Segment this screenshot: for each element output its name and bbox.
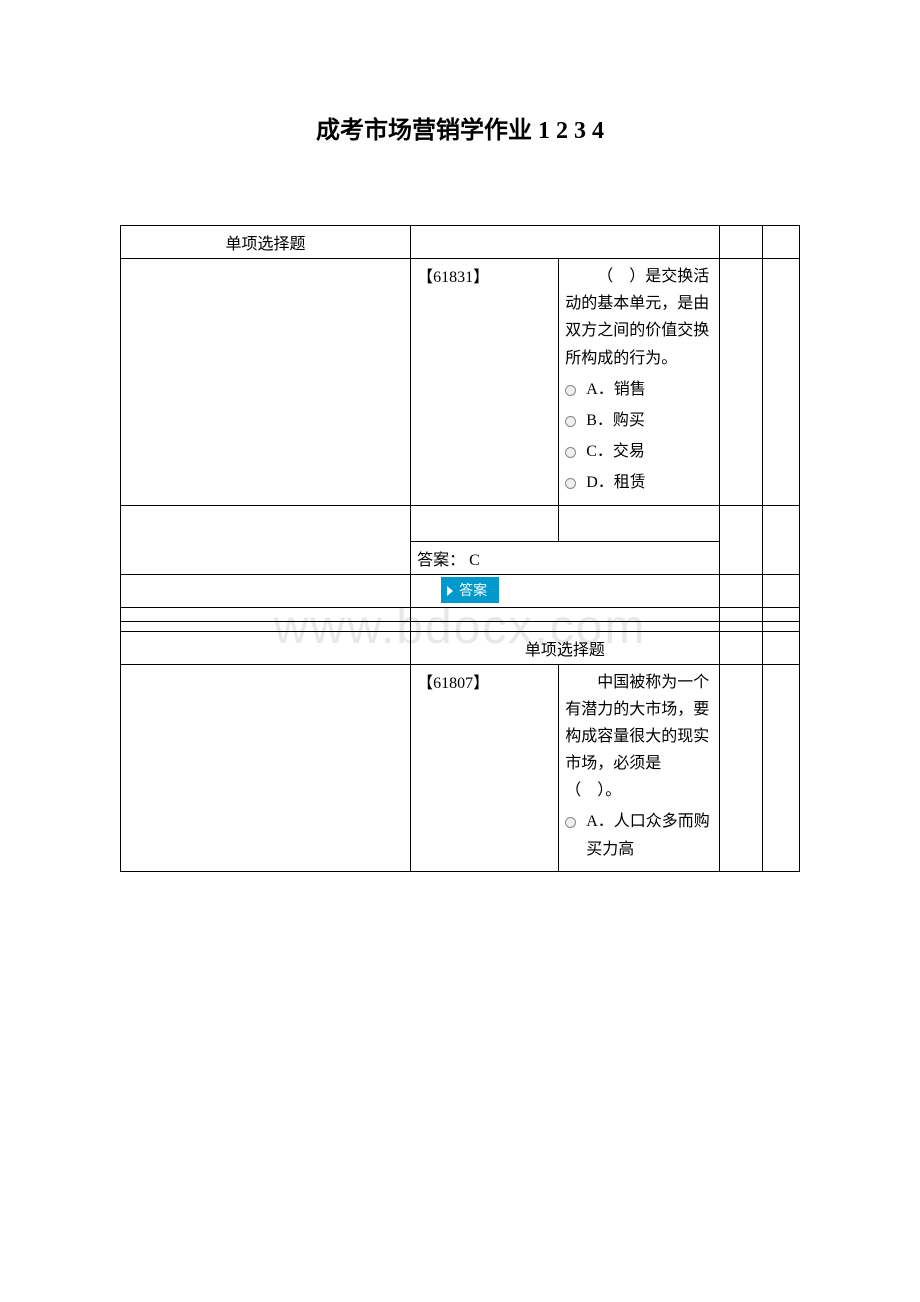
- answer-label: 答案：: [417, 552, 465, 569]
- question-id: 【61831】: [411, 259, 559, 506]
- option-b[interactable]: B．购买: [565, 407, 712, 434]
- radio-icon[interactable]: [565, 447, 576, 458]
- radio-icon[interactable]: [565, 385, 576, 396]
- answer-button-row: 答案: [121, 574, 800, 607]
- option-label: C．交易: [586, 438, 645, 465]
- section-header-cell: 单项选择题: [121, 226, 411, 259]
- question-stem: 中国被称为一个有潜力的大市场，要构成容量很大的现实市场，必须是（ ）。: [565, 669, 712, 805]
- option-label: B．购买: [586, 407, 645, 434]
- spacer-row: [121, 621, 800, 631]
- question-row: 【61831】 （ ）是交换活动的基本单元，是由双方之间的价值交换所构成的行为。…: [121, 259, 800, 506]
- question-id: 【61807】: [411, 664, 559, 871]
- play-icon: [447, 586, 453, 596]
- section-header-row: 单项选择题: [121, 226, 800, 259]
- answer-button[interactable]: 答案: [441, 577, 499, 603]
- radio-icon[interactable]: [565, 478, 576, 489]
- option-d[interactable]: D．租赁: [565, 469, 712, 496]
- section-header-row: 单项选择题: [121, 631, 800, 664]
- option-c[interactable]: C．交易: [565, 438, 712, 465]
- answer-text-row: 答案： C: [121, 541, 800, 574]
- option-label: D．租赁: [586, 469, 646, 496]
- page-title: 成考市场营销学作业 1 2 3 4: [120, 110, 800, 145]
- radio-icon[interactable]: [565, 817, 576, 828]
- question-body: （ ）是交换活动的基本单元，是由双方之间的价值交换所构成的行为。 A．销售 B．…: [559, 259, 719, 506]
- option-a[interactable]: A．销售: [565, 376, 712, 403]
- answer-button-label: 答案: [459, 584, 487, 599]
- answer-value: C: [469, 552, 480, 569]
- section-header-cell: 单项选择题: [411, 631, 720, 664]
- spacer-row: [121, 607, 800, 621]
- blank-row: [121, 505, 800, 541]
- question-stem: （ ）是交换活动的基本单元，是由双方之间的价值交换所构成的行为。: [565, 263, 712, 372]
- question-body: 中国被称为一个有潜力的大市场，要构成容量很大的现实市场，必须是（ ）。 A．人口…: [559, 664, 719, 871]
- questions-table: 单项选择题 【61831】 （ ）是交换活动的基本单元，是由双方之间的价值交换所…: [120, 225, 800, 872]
- question-row: 【61807】 中国被称为一个有潜力的大市场，要构成容量很大的现实市场，必须是（…: [121, 664, 800, 871]
- option-label: A．人口众多而购买力高: [586, 808, 712, 862]
- radio-icon[interactable]: [565, 416, 576, 427]
- option-label: A．销售: [586, 376, 646, 403]
- option-a[interactable]: A．人口众多而购买力高: [565, 808, 712, 862]
